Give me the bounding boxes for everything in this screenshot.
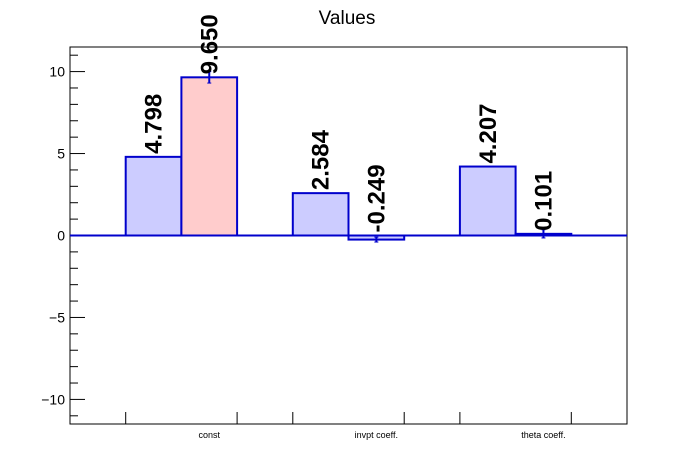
- x-axis: [125, 412, 572, 424]
- bar: [124, 155, 183, 237]
- category-labels: const invpt coeff. theta coeff.: [198, 430, 565, 440]
- y-tick-label: −10: [41, 391, 65, 407]
- category-label: theta coeff.: [521, 430, 565, 440]
- data-label: 2.584: [308, 129, 335, 190]
- data-label: 9.650: [196, 14, 223, 74]
- data-label: -0.249: [363, 164, 390, 232]
- category-label: invpt coeff.: [355, 430, 398, 440]
- bar: [180, 76, 239, 237]
- data-label: 4.207: [475, 103, 502, 163]
- bars-group: [70, 71, 627, 243]
- data-label: 4.798: [141, 94, 168, 154]
- y-tick-label: 5: [57, 146, 65, 162]
- bar: [458, 165, 517, 237]
- y-tick-label: −5: [49, 309, 65, 325]
- category-label: const: [198, 430, 220, 440]
- y-tick-label: 10: [49, 64, 65, 80]
- data-label: 0.101: [530, 171, 557, 231]
- y-tick-label: 0: [57, 228, 65, 244]
- bar: [291, 192, 350, 237]
- data-labels: 4.798 9.650 2.584 -0.249 4.207 0.101: [141, 14, 558, 232]
- chart-title: Values: [319, 8, 376, 29]
